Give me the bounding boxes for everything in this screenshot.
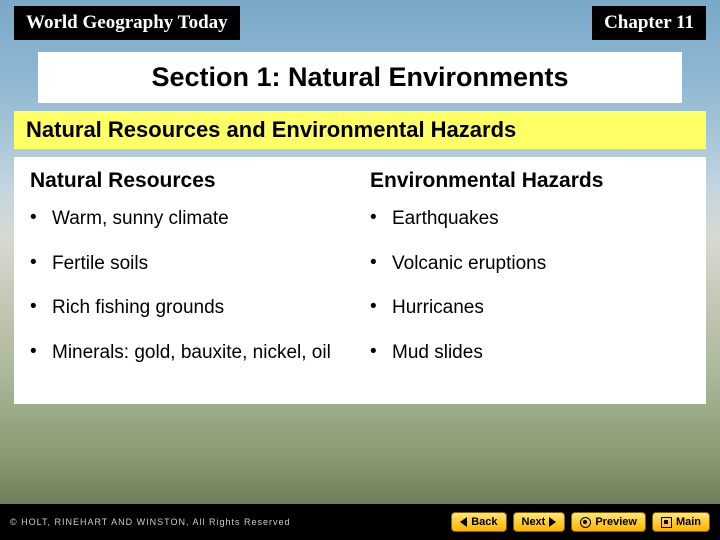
left-column-header: Natural Resources xyxy=(30,169,350,193)
list-item: • Warm, sunny climate xyxy=(30,207,350,232)
bullet-text: Hurricanes xyxy=(392,296,484,321)
list-item: • Fertile soils xyxy=(30,252,350,277)
bullet-icon: • xyxy=(370,341,392,363)
back-button[interactable]: Back xyxy=(451,512,506,532)
arrow-left-icon xyxy=(460,517,467,527)
chapter-label: Chapter 11 xyxy=(592,6,706,40)
two-column-layout: Natural Resources • Warm, sunny climate … xyxy=(20,169,700,386)
bullet-icon: • xyxy=(370,207,392,229)
right-column: Environmental Hazards • Earthquakes • Vo… xyxy=(360,169,700,386)
copyright-text: © HOLT, RINEHART AND WINSTON, All Rights… xyxy=(10,517,291,527)
bullet-text: Warm, sunny climate xyxy=(52,207,229,232)
bullet-text: Rich fishing grounds xyxy=(52,296,224,321)
right-column-header: Environmental Hazards xyxy=(370,169,690,193)
content-panel: Natural Resources • Warm, sunny climate … xyxy=(14,157,706,404)
bullet-text: Mud slides xyxy=(392,341,483,366)
list-item: • Earthquakes xyxy=(370,207,690,232)
subtitle: Natural Resources and Environmental Haza… xyxy=(14,111,706,149)
list-item: • Minerals: gold, bauxite, nickel, oil xyxy=(30,341,350,366)
list-item: • Volcanic eruptions xyxy=(370,252,690,277)
preview-button[interactable]: Preview xyxy=(571,512,646,532)
book-title: World Geography Today xyxy=(14,6,240,40)
preview-label: Preview xyxy=(595,516,637,528)
bullet-icon: • xyxy=(30,296,52,318)
list-item: • Mud slides xyxy=(370,341,690,366)
bullet-icon: • xyxy=(370,296,392,318)
bullet-text: Earthquakes xyxy=(392,207,499,232)
next-label: Next xyxy=(522,516,546,528)
main-button[interactable]: Main xyxy=(652,512,710,532)
list-item: • Rich fishing grounds xyxy=(30,296,350,321)
section-title: Section 1: Natural Environments xyxy=(38,52,682,103)
bullet-icon: • xyxy=(30,207,52,229)
list-item: • Hurricanes xyxy=(370,296,690,321)
back-label: Back xyxy=(471,516,497,528)
bullet-icon: • xyxy=(370,252,392,274)
bullet-icon: • xyxy=(30,341,52,363)
left-column: Natural Resources • Warm, sunny climate … xyxy=(20,169,360,386)
slide-footer: © HOLT, RINEHART AND WINSTON, All Rights… xyxy=(0,504,720,540)
main-icon xyxy=(661,517,672,528)
arrow-right-icon xyxy=(549,517,556,527)
preview-icon xyxy=(580,517,591,528)
slide-header: World Geography Today Chapter 11 xyxy=(0,0,720,42)
bullet-text: Minerals: gold, bauxite, nickel, oil xyxy=(52,341,331,366)
nav-buttons: Back Next Preview Main xyxy=(451,512,710,532)
next-button[interactable]: Next xyxy=(513,512,566,532)
main-label: Main xyxy=(676,516,701,528)
bullet-text: Fertile soils xyxy=(52,252,148,277)
bullet-icon: • xyxy=(30,252,52,274)
bullet-text: Volcanic eruptions xyxy=(392,252,546,277)
